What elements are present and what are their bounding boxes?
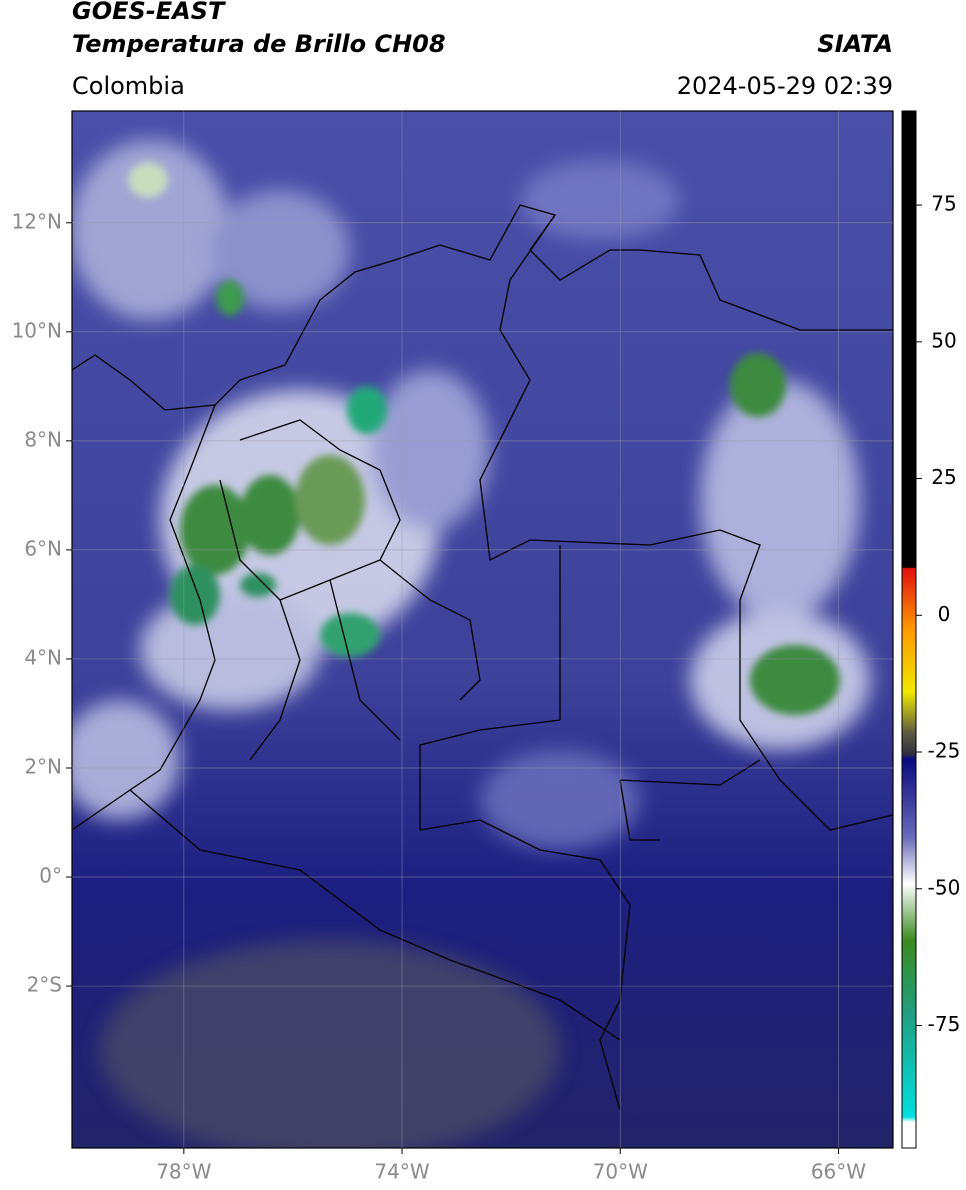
colorbar-tick-label: -75 <box>928 1012 961 1036</box>
coastline <box>72 204 893 411</box>
region: Colombia <box>72 72 185 100</box>
y-tick-label: 2°N <box>24 754 62 778</box>
colorbar <box>901 110 917 1149</box>
x-tick-label: 70°W <box>593 1160 648 1184</box>
country-border <box>419 719 631 1111</box>
y-tick-label: 6°N <box>24 536 62 560</box>
colorbar-tick-label: 25 <box>931 465 956 489</box>
x-tick-label: 78°W <box>156 1160 211 1184</box>
y-tick-label: 10°N <box>12 318 62 342</box>
x-tick-label: 74°W <box>374 1160 429 1184</box>
country-border <box>129 789 621 1041</box>
y-tick-label: 8°N <box>24 427 62 451</box>
country-border <box>72 545 761 841</box>
y-tick-label: 12°N <box>12 209 62 233</box>
colorbar-tick-label: 50 <box>931 328 956 352</box>
title-line-2: Temperatura de Brillo CH08 <box>72 30 446 58</box>
colorbar-tick-label: -25 <box>928 739 961 763</box>
y-tick-label: 4°N <box>24 645 62 669</box>
x-tick-label: 66°W <box>811 1160 866 1184</box>
colorbar-tick-label: 75 <box>931 192 956 216</box>
title-line-1: GOES-EAST <box>72 0 226 25</box>
source: SIATA <box>817 30 893 58</box>
country-border <box>479 214 893 831</box>
colorbar-tick-label: -50 <box>928 875 961 899</box>
coastline <box>129 404 216 791</box>
timestamp: 2024-05-29 02:39 <box>677 72 893 100</box>
map-frame <box>71 110 894 1149</box>
department-border <box>219 419 481 761</box>
y-tick-label: 2°S <box>27 973 62 997</box>
satellite-image <box>72 111 893 1148</box>
y-tick-label: 0° <box>39 864 62 888</box>
colorbar-tick-label: 0 <box>938 602 951 626</box>
